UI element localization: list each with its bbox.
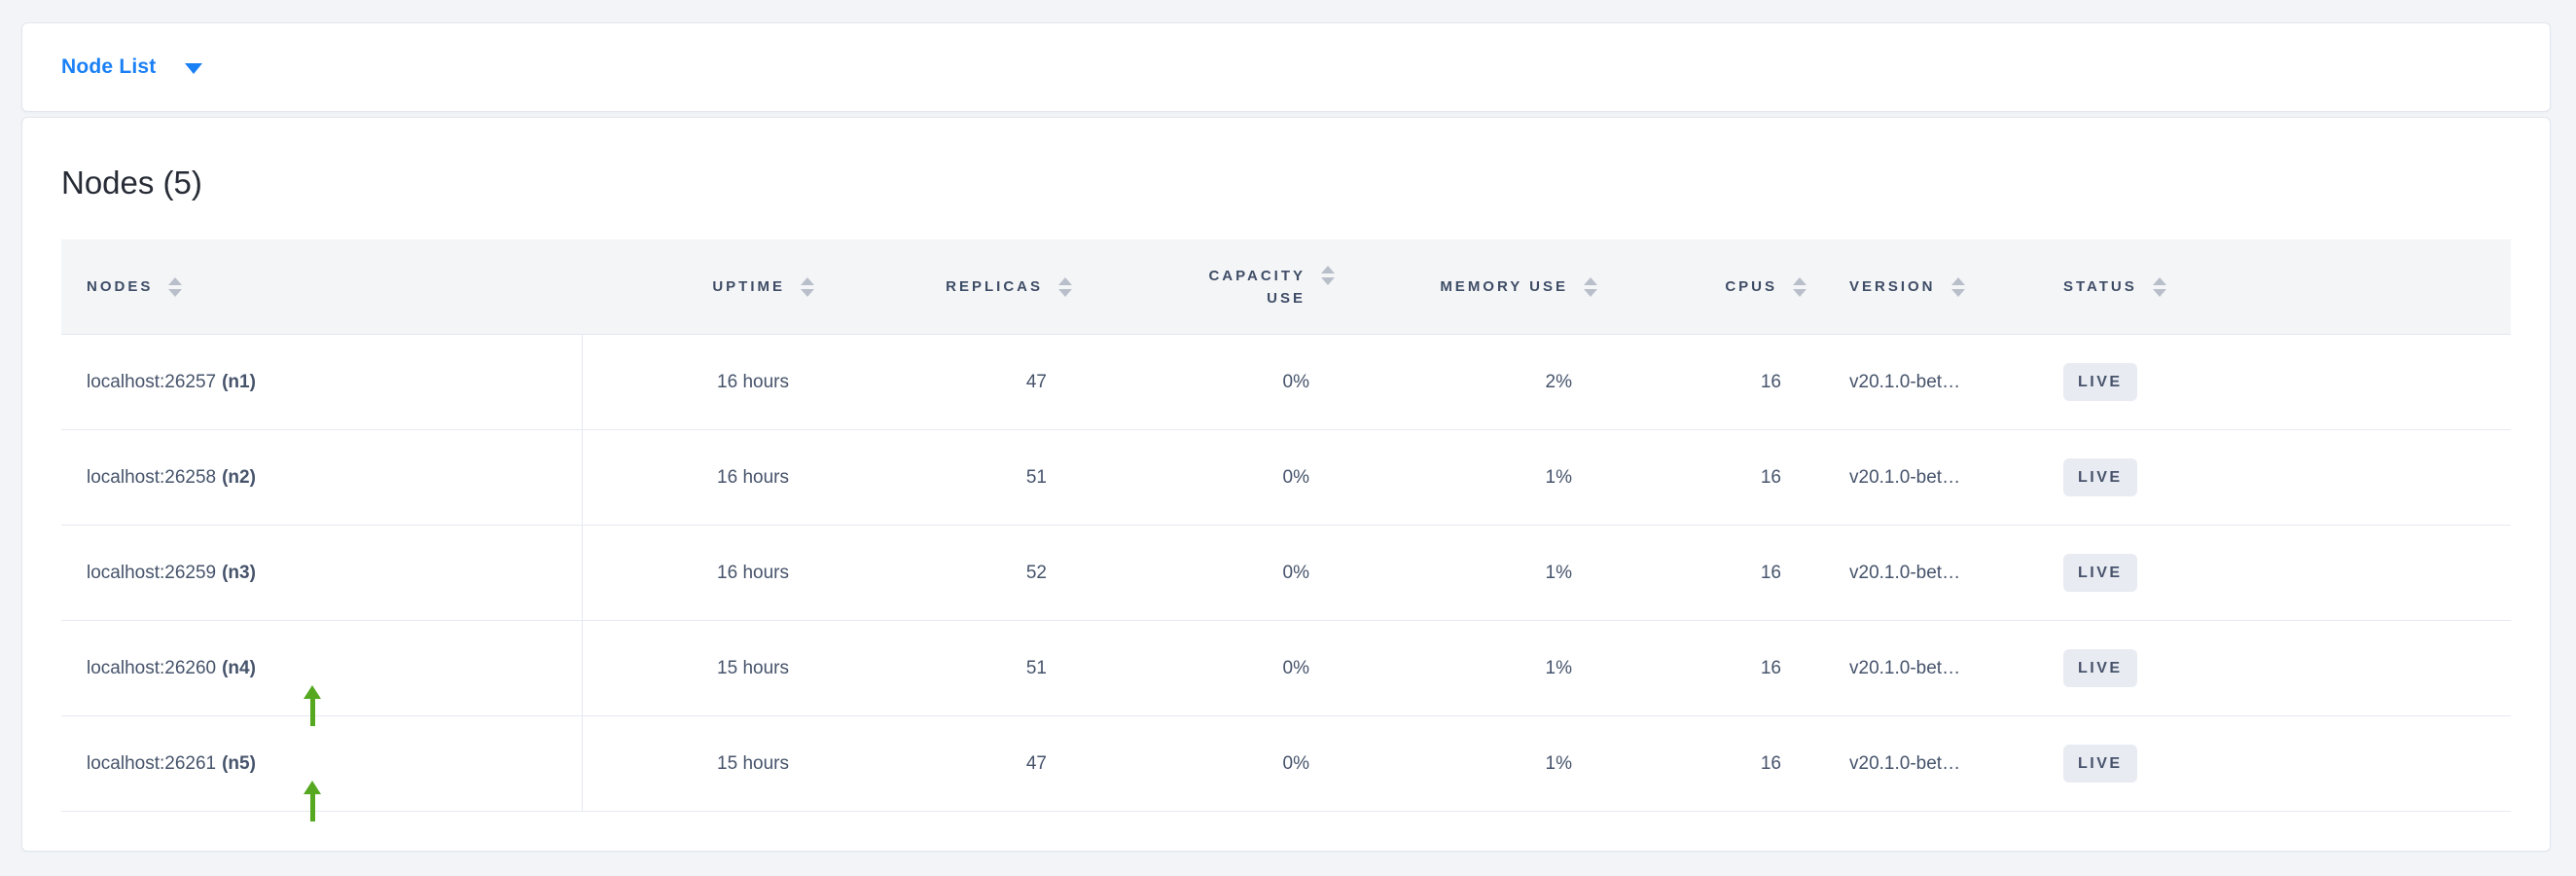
capacity-use-cell: 0% bbox=[1282, 657, 1309, 678]
version-text: v20.1.0-bet… bbox=[1849, 562, 1961, 583]
table-header-row: NODES UPTIME REPLICAS CAPACITY USE MEMOR… bbox=[61, 239, 2511, 335]
cpus-cell: 16 bbox=[1760, 562, 1781, 583]
column-header-uptime[interactable]: UPTIME bbox=[583, 239, 838, 334]
node-id: (n3) bbox=[222, 562, 256, 583]
column-header-version[interactable]: VERSION bbox=[1830, 239, 2044, 334]
node-id: (n5) bbox=[222, 752, 256, 774]
memory-use-cell: 2% bbox=[1545, 371, 1572, 392]
status-cell: LIVE bbox=[2044, 430, 2511, 525]
node-address: localhost:26260 bbox=[87, 657, 217, 678]
node-id: (n4) bbox=[222, 657, 256, 678]
node-address: localhost:26261 bbox=[87, 752, 217, 774]
column-header-memory-use[interactable]: MEMORY USE bbox=[1358, 239, 1621, 334]
cpus-cell: 16 bbox=[1760, 371, 1781, 392]
node-address: localhost:26259 bbox=[87, 562, 217, 583]
green-arrow-up-annotation bbox=[304, 781, 321, 821]
status-cell: LIVE bbox=[2044, 716, 2511, 811]
version-text: v20.1.0-bet… bbox=[1849, 371, 1961, 392]
view-selector-dropdown[interactable]: Node List bbox=[61, 55, 203, 79]
sort-arrows-icon bbox=[1058, 276, 1072, 297]
status-cell: LIVE bbox=[2044, 621, 2511, 715]
capacity-use-cell: 0% bbox=[1282, 466, 1309, 488]
replicas-cell: 47 bbox=[1025, 752, 1047, 774]
version-cell: v20.1.0-bet… bbox=[1830, 335, 2044, 429]
live-status-badge: LIVE bbox=[2063, 362, 2137, 402]
column-header-status[interactable]: STATUS bbox=[2044, 239, 2511, 334]
memory-use-cell: 1% bbox=[1545, 657, 1572, 678]
version-text: v20.1.0-bet… bbox=[1849, 752, 1961, 774]
node-address: localhost:26257 bbox=[87, 371, 217, 392]
version-text: v20.1.0-bet… bbox=[1849, 657, 1961, 678]
table-row: localhost:26259 (n3) 16 hours 52 0% 1% 1… bbox=[61, 526, 2511, 621]
node-address-cell: localhost:26258 (n2) bbox=[61, 430, 583, 525]
sort-arrows-icon bbox=[1321, 265, 1335, 285]
table-row: localhost:26258 (n2) 16 hours 51 0% 1% 1… bbox=[61, 430, 2511, 526]
column-header-replicas[interactable]: REPLICAS bbox=[838, 239, 1095, 334]
node-id: (n1) bbox=[222, 371, 256, 392]
replicas-cell: 51 bbox=[1025, 466, 1047, 488]
table-row: localhost:26261 (n5) 15 hours 47 0% 1% 1… bbox=[61, 716, 2511, 821]
live-status-badge: LIVE bbox=[2063, 553, 2137, 593]
status-cell: LIVE bbox=[2044, 335, 2511, 429]
version-cell: v20.1.0-bet… bbox=[1830, 526, 2044, 620]
live-status-badge: LIVE bbox=[2063, 744, 2137, 784]
uptime-cell: 16 hours bbox=[717, 371, 789, 392]
table-body: localhost:26257 (n1) 16 hours 47 0% 2% 1… bbox=[61, 335, 2511, 821]
uptime-cell: 15 hours bbox=[717, 752, 789, 774]
live-status-badge: LIVE bbox=[2063, 457, 2137, 497]
node-address: localhost:26258 bbox=[87, 466, 217, 488]
page-title: Nodes (5) bbox=[61, 164, 202, 201]
capacity-use-cell: 0% bbox=[1282, 371, 1309, 392]
replicas-cell: 47 bbox=[1025, 371, 1047, 392]
uptime-cell: 15 hours bbox=[717, 657, 789, 678]
version-cell: v20.1.0-bet… bbox=[1830, 430, 2044, 525]
sort-arrows-icon bbox=[1793, 276, 1807, 297]
sort-arrows-icon bbox=[2152, 276, 2166, 297]
memory-use-cell: 1% bbox=[1545, 752, 1572, 774]
node-address-cell: localhost:26261 (n5) bbox=[61, 716, 583, 821]
node-address-cell: localhost:26257 (n1) bbox=[61, 335, 583, 429]
live-status-badge: LIVE bbox=[2063, 648, 2137, 688]
sort-arrows-icon bbox=[1584, 276, 1597, 297]
replicas-cell: 52 bbox=[1025, 562, 1047, 583]
table-row: localhost:26260 (n4) 15 hours 51 0% 1% 1… bbox=[61, 621, 2511, 726]
version-cell: v20.1.0-bet… bbox=[1830, 716, 2044, 811]
view-selector-bar: Node List bbox=[21, 22, 2551, 112]
cpus-cell: 16 bbox=[1760, 466, 1781, 488]
memory-use-cell: 1% bbox=[1545, 562, 1572, 583]
nodes-table: NODES UPTIME REPLICAS CAPACITY USE MEMOR… bbox=[61, 239, 2511, 821]
column-header-capacity-use[interactable]: CAPACITY USE bbox=[1095, 239, 1358, 334]
node-address-cell: localhost:26259 (n3) bbox=[61, 526, 583, 620]
sort-arrows-icon bbox=[168, 276, 183, 297]
nodes-card: Nodes (5) NODES UPTIME REPLICAS CAPACITY… bbox=[21, 117, 2551, 852]
replicas-cell: 51 bbox=[1025, 657, 1047, 678]
sort-arrows-icon bbox=[801, 276, 814, 297]
cpus-cell: 16 bbox=[1760, 752, 1781, 774]
version-cell: v20.1.0-bet… bbox=[1830, 621, 2044, 715]
column-header-cpus[interactable]: CPUS bbox=[1621, 239, 1830, 334]
view-selector-label: Node List bbox=[61, 55, 157, 78]
node-id: (n2) bbox=[222, 466, 256, 488]
uptime-cell: 16 hours bbox=[717, 466, 789, 488]
version-text: v20.1.0-bet… bbox=[1849, 466, 1961, 488]
capacity-use-cell: 0% bbox=[1282, 752, 1309, 774]
caret-down-icon bbox=[185, 62, 203, 74]
uptime-cell: 16 hours bbox=[717, 562, 789, 583]
status-cell: LIVE bbox=[2044, 526, 2511, 620]
memory-use-cell: 1% bbox=[1545, 466, 1572, 488]
node-address-cell: localhost:26260 (n4) bbox=[61, 621, 583, 726]
sort-arrows-icon bbox=[1950, 276, 1965, 297]
cpus-cell: 16 bbox=[1760, 657, 1781, 678]
table-row: localhost:26257 (n1) 16 hours 47 0% 2% 1… bbox=[61, 335, 2511, 430]
column-header-nodes[interactable]: NODES bbox=[61, 239, 583, 334]
capacity-use-cell: 0% bbox=[1282, 562, 1309, 583]
